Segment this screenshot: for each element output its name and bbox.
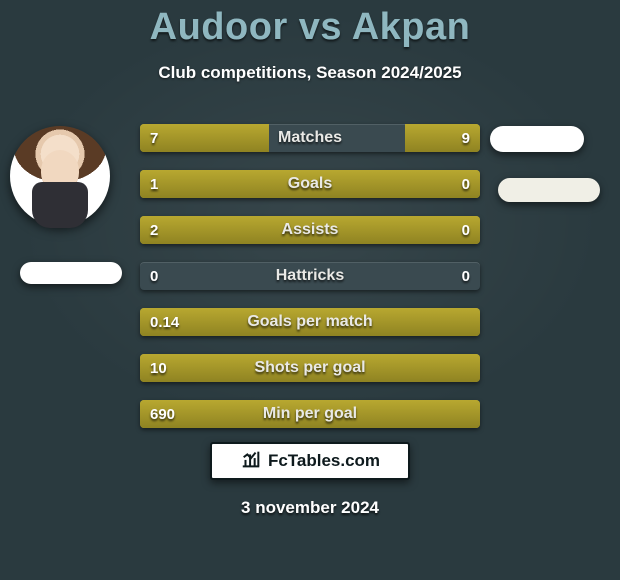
player-badge-right-2 xyxy=(498,178,600,202)
stats-bars: Matches79 Goals10 Assists20 Hattricks0 0 Goal… xyxy=(140,124,480,446)
stat-row: Hattricks0 0 xyxy=(140,262,480,290)
stat-row: Min per goal690 xyxy=(140,400,480,428)
brand-badge[interactable]: FcTables.com xyxy=(210,442,410,480)
player-badge-right-1 xyxy=(490,126,584,152)
stat-row: Goals per match0.14 xyxy=(140,308,480,336)
page-title: Audoor vs Akpan xyxy=(0,0,620,49)
stat-label: Hattricks xyxy=(140,262,480,290)
stat-bar-right xyxy=(398,170,480,198)
stat-row: Matches79 xyxy=(140,124,480,152)
subtitle: Club competitions, Season 2024/2025 xyxy=(0,63,620,83)
stat-row: Assists20 xyxy=(140,216,480,244)
stat-bar-left xyxy=(140,308,480,336)
stat-bar-left xyxy=(140,124,269,152)
stat-bar-right xyxy=(398,216,480,244)
player-avatar-left xyxy=(10,126,110,226)
brand-text: FcTables.com xyxy=(268,451,380,471)
stat-bar-left xyxy=(140,354,480,382)
stat-row: Goals10 xyxy=(140,170,480,198)
date-caption: 3 november 2024 xyxy=(0,498,620,518)
player-badge-left xyxy=(20,262,122,284)
chart-icon xyxy=(240,448,262,475)
comparison-card: Audoor vs Akpan Club competitions, Seaso… xyxy=(0,0,620,580)
stat-bar-left xyxy=(140,216,398,244)
stat-bar-right xyxy=(405,124,480,152)
stat-bar-left xyxy=(140,400,480,428)
stat-value-left: 0 xyxy=(140,262,168,290)
stat-row: Shots per goal10 xyxy=(140,354,480,382)
stat-value-right: 0 xyxy=(452,262,480,290)
stat-bar-left xyxy=(140,170,398,198)
